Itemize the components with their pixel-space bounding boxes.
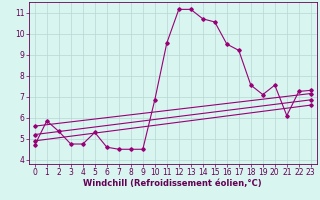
X-axis label: Windchill (Refroidissement éolien,°C): Windchill (Refroidissement éolien,°C): [84, 179, 262, 188]
